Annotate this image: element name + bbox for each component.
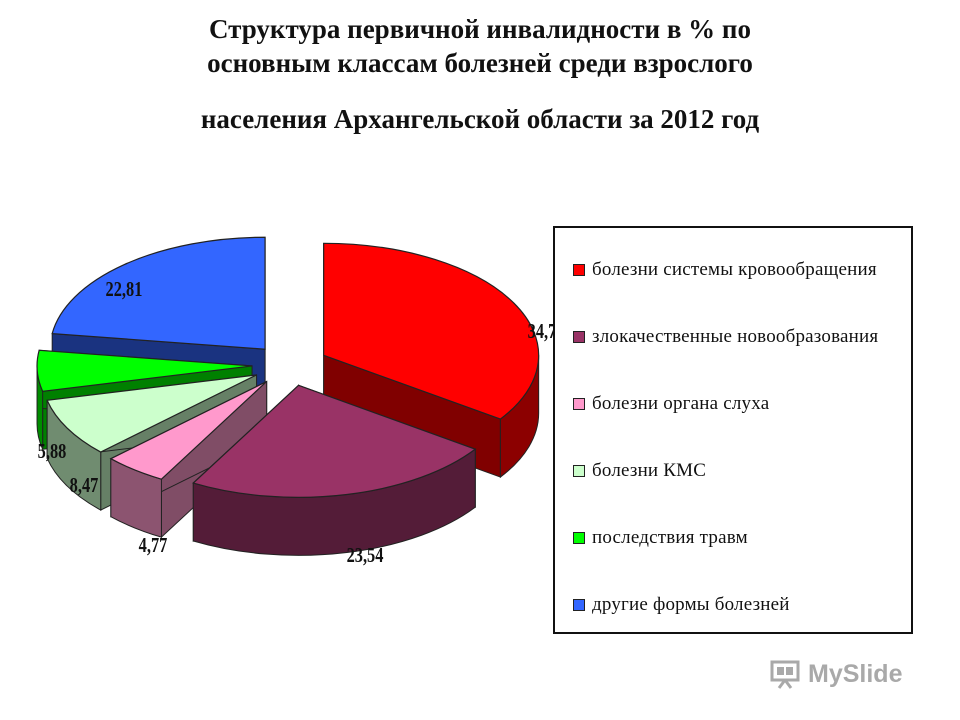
data-label: 4,77 — [139, 534, 168, 557]
data-label: 22,81 — [106, 278, 143, 301]
legend-item: болезни органа слуха — [573, 392, 769, 416]
legend-item: другие формы болезней — [573, 593, 790, 617]
legend-label: болезни системы кровообращения — [592, 259, 877, 280]
legend-label: злокачественные новообразования — [592, 326, 879, 347]
legend-swatch — [573, 398, 585, 410]
data-label: 8,47 — [70, 474, 99, 497]
title-line-2: основным классам болезней среди взрослог… — [207, 48, 753, 78]
legend-label: последствия травм — [592, 527, 748, 548]
chart-title: Структура первичной инвалидности в % по … — [60, 12, 900, 136]
legend-swatch — [573, 465, 585, 477]
legend-swatch — [573, 599, 585, 611]
data-label: 23,54 — [347, 544, 384, 567]
title-line-1: Структура первичной инвалидности в % по — [209, 14, 751, 44]
legend-swatch — [573, 264, 585, 276]
pie-slice — [109, 380, 268, 539]
legend-item: злокачественные новообразования — [573, 325, 878, 349]
title-line-3: населения Архангельской области за 2012 … — [200, 104, 760, 134]
pie-slice — [192, 384, 477, 556]
legend-label: болезни КМС — [592, 460, 707, 481]
legend-item: последствия травм — [573, 526, 748, 550]
legend-label: болезни органа слуха — [592, 393, 770, 414]
legend-swatch — [573, 331, 585, 343]
legend-item: болезни системы кровообращения — [573, 258, 877, 282]
watermark-text: MySlide — [808, 659, 903, 688]
chart-legend: болезни системы кровообращения злокачеств… — [553, 226, 913, 634]
watermark: MySlide — [768, 654, 902, 694]
legend-item: болезни КМС — [573, 459, 706, 483]
presentation-icon — [770, 660, 800, 689]
data-label: 5,88 — [38, 440, 67, 463]
data-label: 34,7 — [528, 320, 557, 343]
legend-label: другие формы болезней — [592, 594, 790, 615]
legend-swatch — [573, 532, 585, 544]
